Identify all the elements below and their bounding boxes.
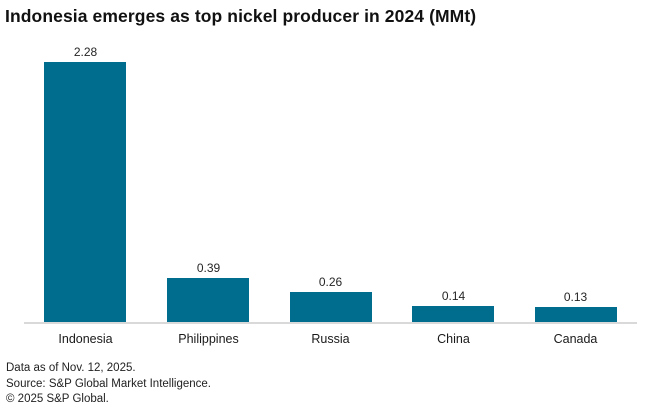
x-axis-label-china: China [437, 332, 470, 346]
bar-philippines [167, 278, 249, 322]
source-note: Data as of Nov. 12, 2025. Source: S&P Gl… [6, 361, 211, 408]
bar-indonesia [44, 62, 126, 322]
bar-value-label: 2.28 [73, 45, 98, 59]
copyright-line: © 2025 S&P Global. [6, 393, 109, 405]
x-axis-label-canada: Canada [553, 332, 598, 346]
x-axis-line [24, 322, 637, 324]
source-line: Source: S&P Global Market Intelligence. [6, 377, 211, 390]
x-axis-label-philippines: Philippines [178, 332, 239, 346]
bar-value-label: 0.39 [196, 261, 221, 275]
chart-title: Indonesia emerges as top nickel producer… [5, 6, 477, 26]
bar-canada [535, 307, 617, 322]
data-as-of-note: Data as of Nov. 12, 2025. [6, 362, 136, 374]
bar-china [412, 306, 494, 322]
x-axis-label-indonesia: Indonesia [58, 332, 113, 346]
x-axis-label-russia: Russia [311, 332, 350, 346]
bar-value-label: 0.14 [441, 289, 466, 303]
plot-area: 2.28 Indonesia 0.39 Philippines 0.26 Russia 0.… [24, 40, 637, 346]
bar-value-label: 0.26 [318, 275, 343, 289]
bar-value-label: 0.13 [563, 290, 588, 304]
bar-russia [290, 292, 372, 322]
